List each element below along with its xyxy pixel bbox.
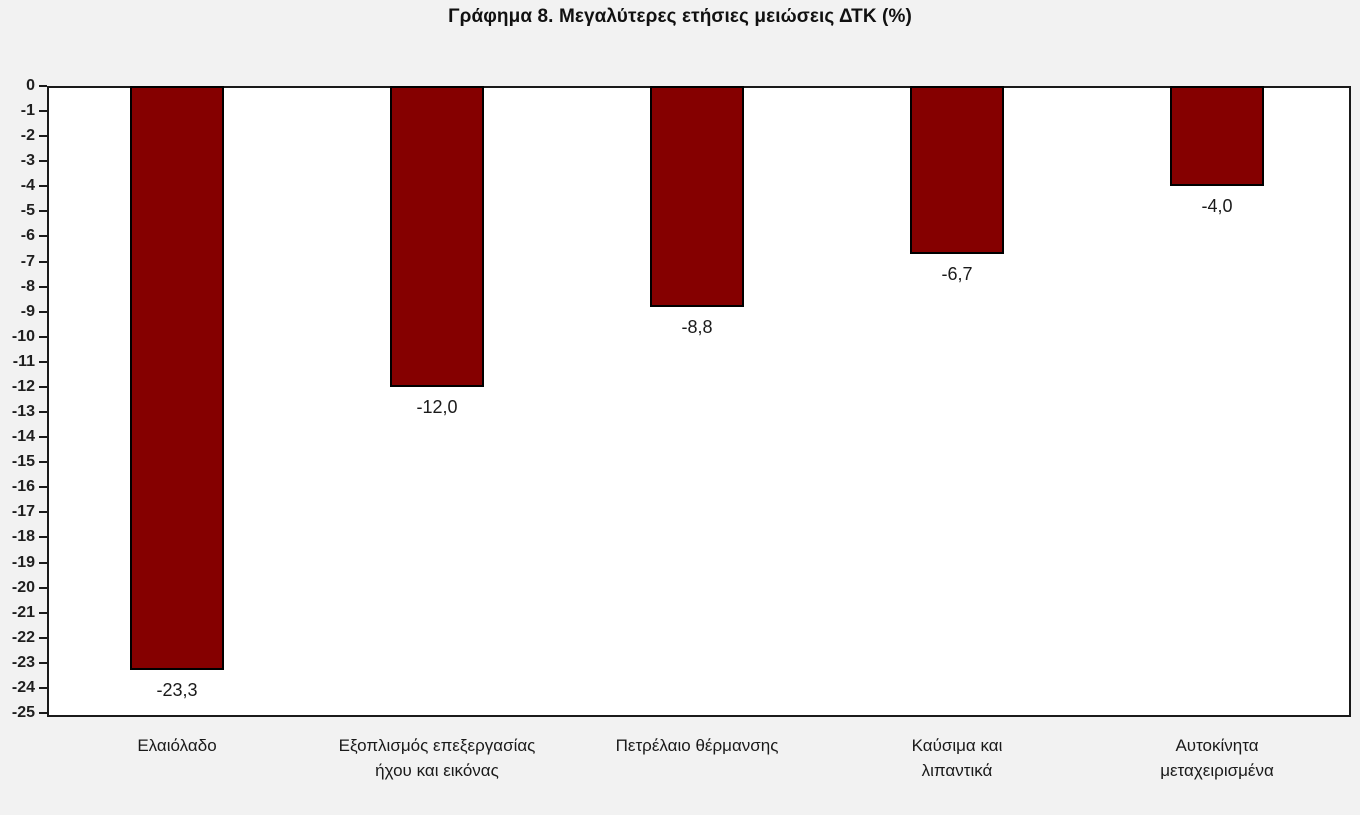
y-axis-tick-mark [39, 85, 47, 87]
y-axis-tick-label: -22 [11, 628, 35, 646]
y-axis-tick-mark [39, 611, 47, 614]
bar-value-label: -12,0 [416, 396, 458, 417]
y-axis-tick-mark [39, 486, 47, 489]
x-axis-category-label-line: λιπαντικά [921, 761, 993, 780]
chart-title: Γράφημα 8. Μεγαλύτερες ετήσιες μειώσεις … [448, 6, 912, 27]
bar-4 [910, 86, 1004, 255]
y-axis-tick-mark [39, 586, 47, 589]
y-axis-tick-mark [39, 536, 47, 539]
y-axis-tick-label: -20 [11, 578, 35, 596]
x-axis-category-label-line: Πετρέλαιο θέρμανσης [615, 736, 779, 755]
y-axis-tick-label: -14 [11, 428, 35, 446]
bar-3 [650, 86, 744, 307]
y-axis-tick-mark [39, 686, 47, 689]
y-axis-tick-mark [39, 511, 47, 514]
x-axis-category-label: Αυτοκίνητα μεταχειρισμένα [1087, 733, 1347, 783]
x-axis-category-label: Καύσιμα και λιπαντικά [827, 733, 1087, 783]
y-axis-tick-label: -19 [11, 553, 35, 571]
y-axis-tick-mark [39, 110, 47, 113]
y-axis-tick-mark [39, 210, 47, 213]
y-axis-tick-mark [39, 561, 47, 564]
y-axis-tick-mark [39, 160, 47, 163]
bar-value-label: -8,8 [681, 316, 713, 337]
y-axis-tick-label: -23 [11, 653, 35, 671]
x-axis-category-label: Εξοπλισμός επεξεργασίας ήχου και εικόνας [307, 733, 567, 783]
y-axis-tick-mark [39, 461, 47, 464]
y-axis-tick-label: -8 [20, 277, 35, 295]
y-axis-tick-label: -7 [20, 252, 35, 270]
y-axis-tick-label: -21 [11, 603, 35, 621]
y-axis-tick-mark [39, 636, 47, 639]
y-axis-tick-mark [39, 712, 47, 714]
x-axis-category-label-line: Ελαιόλαδο [137, 736, 217, 755]
bar-2 [390, 86, 484, 387]
y-axis-tick-mark [39, 310, 47, 313]
y-axis-tick-mark [39, 411, 47, 414]
y-axis-tick-label: -1 [20, 102, 35, 120]
bar-1 [130, 86, 224, 671]
y-axis-tick-label: -3 [20, 152, 35, 170]
y-axis-tick-mark [39, 185, 47, 188]
bar-value-label: -23,3 [156, 680, 198, 701]
x-axis-category-label-line: Καύσιμα και [911, 736, 1003, 755]
y-axis-tick-mark [39, 385, 47, 388]
x-axis-category-label: Πετρέλαιο θέρμανσης [567, 733, 827, 758]
y-axis-tick-label: -11 [12, 352, 35, 370]
y-axis-tick-label: -16 [11, 478, 35, 496]
y-axis-tick-label: -13 [11, 403, 35, 421]
y-axis-tick-label: -10 [11, 327, 35, 345]
y-axis-tick-mark [39, 285, 47, 288]
x-axis-category-label-line: Αυτοκίνητα [1175, 736, 1259, 755]
y-axis-tick-label: 0 [26, 77, 35, 94]
y-axis-tick-label: -15 [11, 453, 35, 471]
y-axis-tick-label: -9 [20, 302, 35, 320]
y-axis-tick-label: -2 [20, 127, 35, 145]
y-axis-tick-label: -6 [20, 227, 35, 245]
bar-5 [1170, 86, 1264, 187]
y-axis-tick-label: -25 [11, 704, 35, 721]
y-axis-tick-label: -24 [11, 678, 35, 696]
y-axis-tick-label: -12 [11, 377, 35, 395]
y-axis-tick-label: -4 [20, 177, 35, 195]
y-axis-tick-mark [39, 436, 47, 439]
y-axis-tick-mark [39, 235, 47, 238]
y-axis-tick-label: -17 [11, 503, 35, 521]
bar-value-label: -6,7 [941, 264, 973, 285]
y-axis-tick-label: -18 [11, 528, 35, 546]
y-axis-tick-mark [39, 135, 47, 138]
y-axis-tick-mark [39, 360, 47, 363]
x-axis-category-label-line: μεταχειρισμένα [1160, 761, 1274, 780]
bar-value-label: -4,0 [1201, 196, 1233, 217]
y-axis-tick-label: -5 [20, 202, 35, 220]
y-axis-tick-mark [39, 661, 47, 664]
x-axis-category-label-line: Εξοπλισμός επεξεργασίας [338, 736, 536, 755]
y-axis-tick-mark [39, 260, 47, 263]
y-axis-tick-mark [39, 335, 47, 338]
x-axis-category-label: Ελαιόλαδο [47, 733, 307, 758]
x-axis-category-label-line: ήχου και εικόνας [375, 761, 499, 780]
